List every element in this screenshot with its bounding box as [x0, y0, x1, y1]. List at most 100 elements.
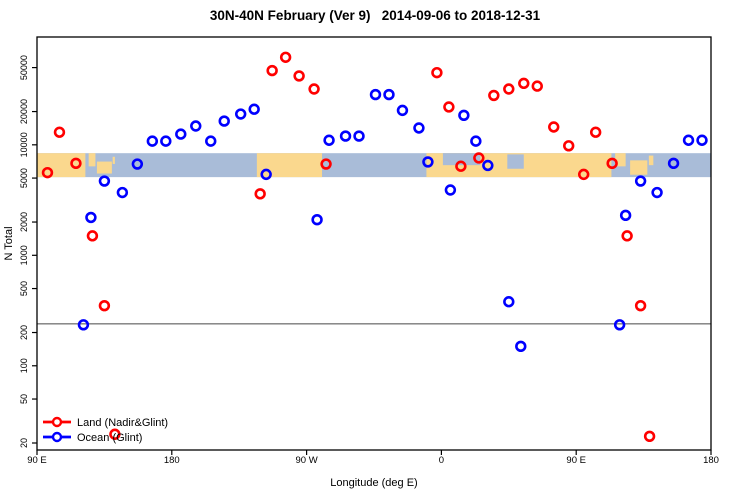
x-tick-label: 180 [703, 455, 719, 466]
chart-title: 30N-40N February (Ver 9) 2014-09-06 to 2… [209, 8, 541, 23]
data-point-land [443, 101, 455, 113]
legend-marker [51, 416, 63, 428]
data-point-land [488, 89, 500, 102]
data-point-land [548, 121, 560, 133]
data-point-ocean [682, 134, 695, 146]
legend-marker [51, 431, 63, 443]
y-tick-label: 20 [19, 438, 29, 448]
data-point-land [589, 126, 602, 138]
data-point-land [70, 157, 82, 170]
data-point-ocean [160, 135, 172, 147]
map-band-land-segment [112, 156, 115, 164]
data-point-ocean [146, 135, 159, 147]
data-point-ocean [353, 130, 365, 142]
x-tick-label: 90 E [27, 455, 47, 466]
data-point-ocean [234, 108, 247, 120]
legend-label: Ocean (Glint) [77, 432, 142, 444]
data-point-ocean [98, 175, 111, 187]
x-tick-label: 180 [164, 455, 180, 466]
y-tick-label: 5000 [19, 168, 29, 188]
map-band-land-segment [88, 153, 96, 167]
data-point-ocean [613, 319, 626, 331]
data-point-ocean [396, 104, 409, 117]
data-point-land [41, 166, 54, 179]
data-point-ocean [383, 88, 395, 101]
y-tick-label: 10000 [19, 132, 29, 157]
data-point-ocean [339, 130, 352, 142]
y-tick-label: 50000 [19, 55, 29, 80]
x-tick-label: 90 W [296, 455, 318, 466]
map-band-land-segment [96, 161, 112, 174]
y-tick-label: 200 [19, 325, 29, 340]
data-point-land [643, 430, 656, 442]
data-point-land [455, 160, 467, 172]
data-point-land [53, 126, 66, 138]
data-point-ocean [369, 88, 382, 101]
data-point-ocean [131, 158, 144, 170]
data-point-ocean [651, 186, 663, 199]
data-point-ocean [515, 340, 527, 353]
map-band-land-segment [630, 160, 648, 175]
data-point-land [266, 64, 278, 77]
data-point-land [621, 230, 633, 242]
x-tick-label: 90 E [566, 455, 586, 466]
data-point-land [293, 70, 305, 82]
data-point-land [431, 66, 443, 79]
data-point-ocean [260, 168, 272, 181]
data-point-ocean [470, 135, 482, 147]
data-point-ocean [248, 103, 260, 115]
data-point-land [473, 152, 485, 164]
data-point-land [86, 230, 99, 242]
data-point-land [531, 80, 543, 92]
data-point-ocean [77, 319, 90, 331]
legend-label: Land (Nadir&Glint) [77, 417, 168, 429]
y-tick-label: 20000 [19, 99, 29, 124]
map-band-land-segment [615, 153, 626, 167]
data-point-ocean [634, 175, 647, 187]
data-point-land [563, 140, 575, 152]
y-axis-title: N Total [3, 226, 15, 260]
data-point-land [577, 168, 590, 181]
data-point-land [109, 428, 121, 440]
y-tick-label: 2000 [19, 212, 29, 232]
data-point-ocean [444, 184, 457, 196]
data-point-ocean [205, 135, 217, 147]
data-point-ocean [458, 109, 470, 122]
data-point-ocean [311, 213, 323, 226]
data-point-land [98, 299, 111, 312]
data-point-ocean [413, 122, 425, 134]
y-tick-label: 100 [19, 358, 29, 373]
data-point-ocean [667, 157, 680, 170]
map-band-land-segment [648, 155, 654, 166]
data-point-land [518, 77, 530, 90]
data-point-land [606, 157, 618, 170]
data-point-ocean [482, 159, 494, 172]
data-point-ocean [503, 296, 515, 308]
data-point-land [320, 158, 332, 170]
data-point-ocean [175, 128, 187, 140]
plot-frame [36, 36, 712, 451]
data-point-ocean [696, 134, 708, 146]
data-point-land [503, 83, 515, 95]
y-tick-label: 1000 [19, 245, 29, 265]
data-point-ocean [85, 211, 97, 224]
data-point-land [279, 51, 292, 63]
y-tick-label: 50 [19, 394, 29, 404]
y-tick-label: 500 [19, 281, 29, 296]
map-band-sea-patch [442, 153, 481, 166]
data-point-land [254, 188, 266, 200]
data-point-ocean [190, 120, 202, 132]
map-band-sea-patch [507, 154, 524, 169]
data-point-ocean [422, 156, 434, 168]
data-point-ocean [116, 186, 129, 199]
data-point-ocean [323, 134, 335, 146]
data-point-land [308, 83, 320, 95]
data-point-land [634, 299, 647, 312]
x-tick-label: 0 [439, 455, 444, 466]
data-point-ocean [619, 209, 632, 222]
x-axis-title: Longitude (deg E) [330, 477, 417, 489]
map-band-land-segment [256, 153, 323, 178]
data-point-ocean [218, 115, 230, 127]
